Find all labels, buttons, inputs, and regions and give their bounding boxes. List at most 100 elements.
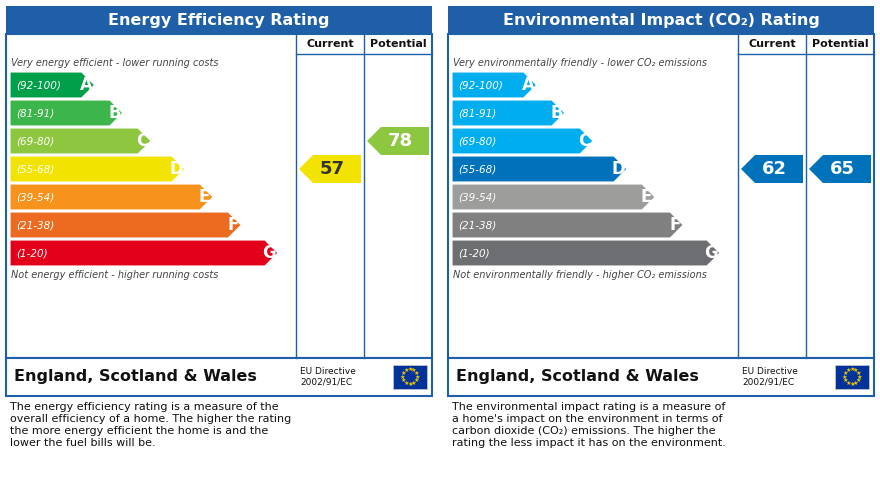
Text: (55-68): (55-68) [458,164,496,174]
Text: the more energy efficient the home is and the: the more energy efficient the home is an… [10,426,268,436]
Polygon shape [452,100,565,126]
Text: ★: ★ [846,368,851,373]
Text: ★: ★ [407,382,413,387]
Polygon shape [10,100,123,126]
Text: rating the less impact it has on the environment.: rating the less impact it has on the env… [452,438,726,448]
Text: overall efficiency of a home. The higher the rating: overall efficiency of a home. The higher… [10,414,291,424]
Polygon shape [452,240,720,266]
Text: a home's impact on the environment in terms of: a home's impact on the environment in te… [452,414,722,424]
Text: Very energy efficient - lower running costs: Very energy efficient - lower running co… [11,58,218,68]
Text: The energy efficiency rating is a measure of the: The energy efficiency rating is a measur… [10,402,279,412]
Text: ★: ★ [400,371,407,376]
Bar [448,34,874,358]
Text: 57: 57 [319,160,345,178]
Text: ★: ★ [841,375,847,380]
Text: C: C [136,132,149,150]
Text: (39-54): (39-54) [458,192,496,202]
Text: (81-91): (81-91) [458,108,496,118]
Polygon shape [10,240,278,266]
Text: carbon dioxide (CO₂) emissions. The higher the: carbon dioxide (CO₂) emissions. The high… [452,426,715,436]
Text: (1-20): (1-20) [458,248,489,258]
Text: (69-80): (69-80) [458,136,496,146]
Text: Very environmentally friendly - lower CO₂ emissions: Very environmentally friendly - lower CO… [453,58,707,68]
Polygon shape [452,72,537,98]
Text: Not environmentally friendly - higher CO₂ emissions: Not environmentally friendly - higher CO… [453,270,707,280]
Text: ★: ★ [856,378,862,384]
Text: E: E [641,188,652,206]
Polygon shape [10,184,213,210]
Text: England, Scotland & Wales: England, Scotland & Wales [456,369,699,385]
Bar [835,365,869,389]
Polygon shape [452,156,627,182]
Text: ★: ★ [407,367,413,372]
Bar [6,358,432,396]
Text: (92-100): (92-100) [16,80,61,90]
Text: ★: ★ [857,375,862,380]
Text: The environmental impact rating is a measure of: The environmental impact rating is a mea… [452,402,725,412]
Text: ★: ★ [411,368,416,373]
Polygon shape [452,128,593,154]
Text: (81-91): (81-91) [16,108,55,118]
Text: E: E [199,188,210,206]
Text: ★: ★ [414,378,420,384]
Text: Potential: Potential [370,39,426,49]
Bar [6,6,432,34]
Text: F: F [227,216,238,234]
Polygon shape [367,127,429,155]
Bar [448,358,874,396]
Text: ★: ★ [849,382,854,387]
Text: ★: ★ [403,381,409,386]
Text: ★: ★ [856,371,862,376]
Text: Not energy efficient - higher running costs: Not energy efficient - higher running co… [11,270,218,280]
Text: ★: ★ [414,375,421,380]
Text: Potential: Potential [811,39,869,49]
Text: (69-80): (69-80) [16,136,55,146]
Text: (21-38): (21-38) [458,220,496,230]
Text: B: B [550,104,562,122]
Text: ★: ★ [411,381,416,386]
Text: (92-100): (92-100) [458,80,502,90]
Text: ★: ★ [400,378,407,384]
Text: EU Directive
2002/91/EC: EU Directive 2002/91/EC [742,367,798,387]
Text: D: D [170,160,183,178]
Text: (39-54): (39-54) [16,192,55,202]
Text: 65: 65 [830,160,854,178]
Bar [6,34,432,358]
Text: Current: Current [748,39,796,49]
Polygon shape [809,155,871,183]
Text: ★: ★ [403,368,409,373]
Polygon shape [741,155,803,183]
Text: D: D [612,160,626,178]
Text: (55-68): (55-68) [16,164,55,174]
Text: (21-38): (21-38) [16,220,55,230]
Text: ★: ★ [400,375,405,380]
Polygon shape [10,156,185,182]
Polygon shape [452,212,683,238]
Polygon shape [10,212,241,238]
Text: ★: ★ [849,367,854,372]
Text: Current: Current [306,39,354,49]
Text: lower the fuel bills will be.: lower the fuel bills will be. [10,438,156,448]
Text: F: F [669,216,680,234]
Bar [448,6,874,34]
Polygon shape [452,184,655,210]
Polygon shape [10,72,94,98]
Text: ★: ★ [846,381,851,386]
Text: G: G [262,244,276,262]
Polygon shape [10,128,151,154]
Text: A: A [80,76,92,94]
Text: ★: ★ [842,371,848,376]
Text: (1-20): (1-20) [16,248,48,258]
Text: A: A [522,76,534,94]
Text: 78: 78 [387,132,413,150]
Text: B: B [108,104,121,122]
Text: ★: ★ [853,381,859,386]
Text: EU Directive
2002/91/EC: EU Directive 2002/91/EC [300,367,356,387]
Text: C: C [578,132,590,150]
Text: Energy Efficiency Rating: Energy Efficiency Rating [108,12,330,28]
Bar [393,365,427,389]
Text: ★: ★ [842,378,848,384]
Text: ★: ★ [853,368,859,373]
Text: England, Scotland & Wales: England, Scotland & Wales [14,369,257,385]
Polygon shape [299,155,361,183]
